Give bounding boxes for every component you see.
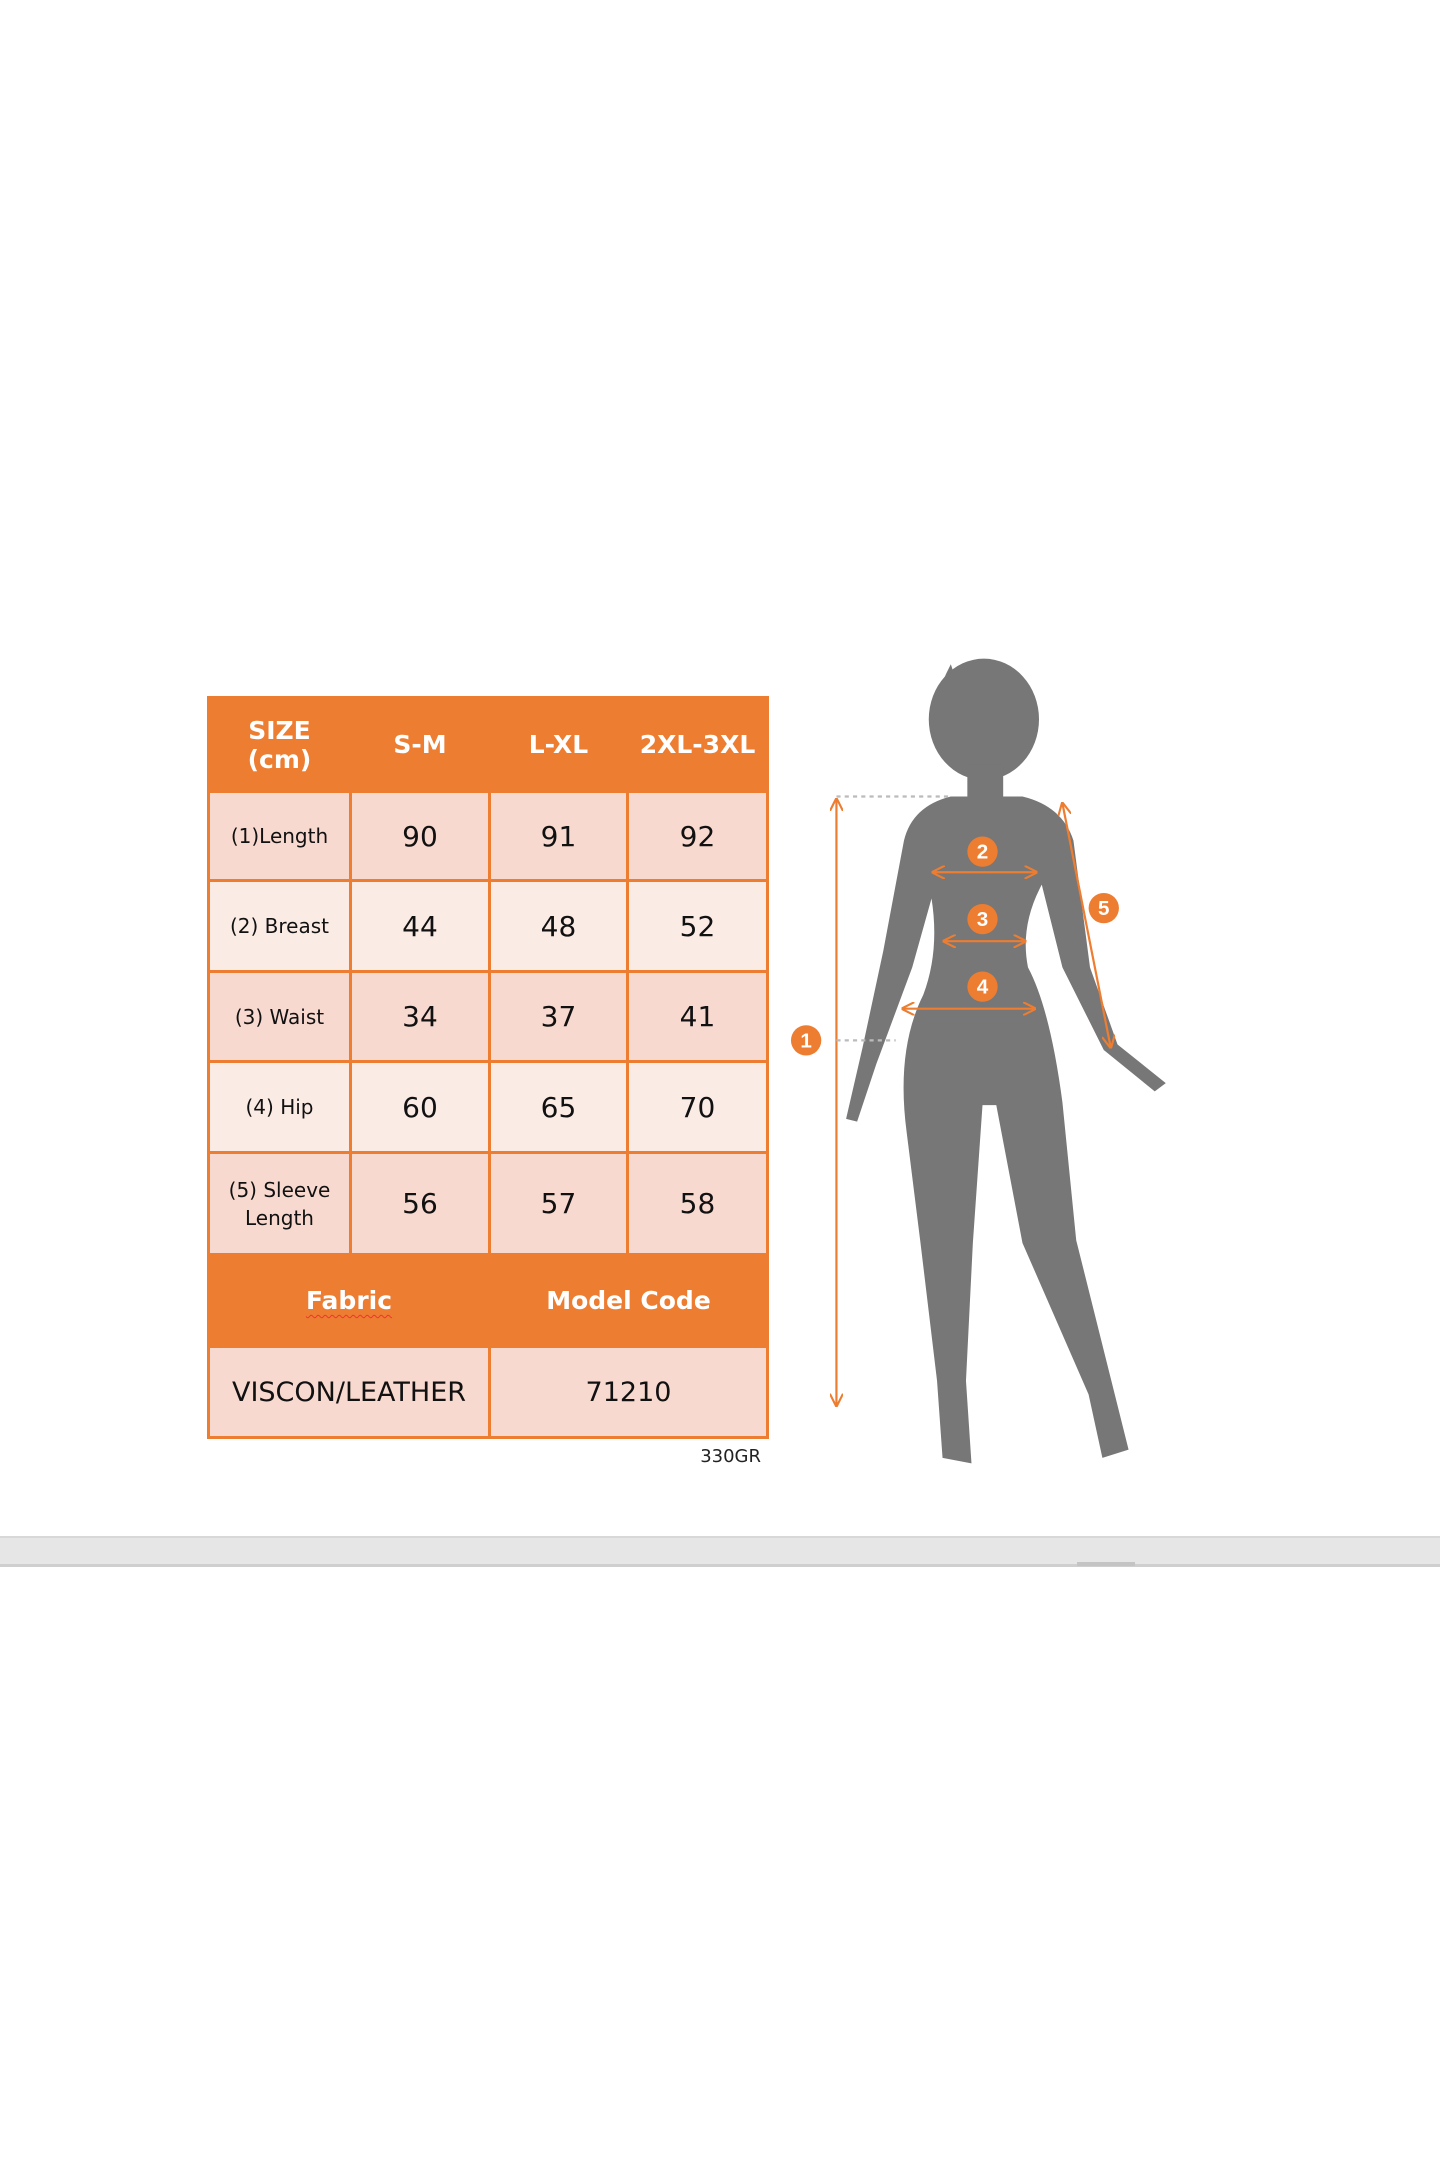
cell: 34 — [349, 970, 491, 1063]
marker-5 — [1088, 892, 1119, 924]
fabric-value: VISCON/LEATHER — [207, 1345, 491, 1439]
col-header: S-M — [349, 696, 491, 793]
cell: 48 — [488, 879, 629, 973]
cell: 70 — [626, 1060, 769, 1154]
cell: 56 — [349, 1151, 491, 1256]
scrollbar-thumb[interactable] — [1077, 1562, 1135, 1566]
cell: 52 — [626, 879, 769, 973]
marker-3 — [967, 903, 998, 935]
marker-label: 4 — [977, 976, 989, 999]
row-label: (5) Sleeve Length — [207, 1151, 352, 1256]
weight-note: 330GR — [700, 1446, 761, 1467]
header-row: SIZE (cm) S-M L-XL 2XL-3XL — [207, 696, 769, 793]
table-row: (5) Sleeve Length 56 57 58 — [207, 1151, 769, 1256]
cell: 44 — [349, 879, 491, 973]
marker-label: 5 — [1098, 897, 1109, 920]
table-row: (1)Length 90 91 92 — [207, 790, 769, 882]
table-row: (3) Waist 34 37 41 — [207, 970, 769, 1063]
model-code-header: Model Code — [488, 1253, 769, 1348]
cell: 92 — [626, 790, 769, 882]
cell: 37 — [488, 970, 629, 1063]
sleeve-arrow — [1062, 803, 1110, 1047]
model-code-value: 71210 — [488, 1345, 769, 1439]
cell: 60 — [349, 1060, 491, 1154]
col-header: L-XL — [488, 696, 629, 793]
size-header-line1: SIZE — [248, 715, 311, 745]
table-row: (4) Hip 60 65 70 — [207, 1060, 769, 1154]
marker-label: 3 — [977, 908, 988, 931]
footer-header-row: Fabric Model Code — [207, 1253, 769, 1348]
col-header: 2XL-3XL — [626, 696, 769, 793]
cell: 58 — [626, 1151, 769, 1256]
table-row: (2) Breast 44 48 52 — [207, 879, 769, 973]
size-header-line2: (cm) — [247, 744, 312, 774]
cell: 65 — [488, 1060, 629, 1154]
row-label: (4) Hip — [207, 1060, 352, 1154]
marker-1 — [790, 1025, 822, 1056]
marker-4 — [967, 971, 998, 1002]
cell: 57 — [488, 1151, 629, 1256]
row-label: (2) Breast — [207, 879, 352, 973]
size-chart-table: SIZE (cm) S-M L-XL 2XL-3XL (1)Length 90 9… — [207, 696, 769, 1439]
fabric-header-text: Fabric — [305, 1286, 393, 1315]
marker-label: 2 — [977, 840, 988, 863]
silhouette — [846, 658, 1166, 1464]
row-label: (1)Length — [207, 790, 352, 882]
row-label-line1: (5) Sleeve — [228, 1177, 331, 1202]
horizontal-scrollbar[interactable] — [0, 1536, 1440, 1567]
cell: 90 — [349, 790, 491, 882]
cell: 41 — [626, 970, 769, 1063]
size-header: SIZE (cm) — [207, 696, 352, 793]
row-label-line2: Length — [245, 1205, 314, 1230]
fabric-header: Fabric — [207, 1253, 491, 1348]
cell: 91 — [488, 790, 629, 882]
measurement-lines — [836, 795, 1110, 1405]
row-label: (3) Waist — [207, 970, 352, 1063]
footer-value-row: VISCON/LEATHER 71210 — [207, 1345, 769, 1439]
marker-label: 1 — [800, 1029, 811, 1052]
marker-2 — [967, 836, 998, 867]
